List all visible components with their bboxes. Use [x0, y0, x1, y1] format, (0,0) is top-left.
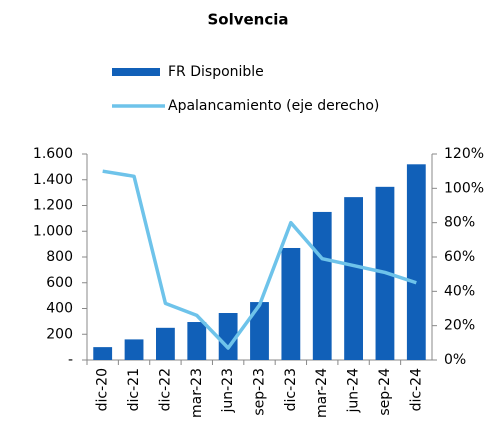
y-tick-label: 1.200 — [33, 198, 73, 214]
x-tick-label: jun-24 — [346, 368, 362, 414]
x-tick-label: sep-24 — [377, 368, 393, 416]
y2-tick-label: 100% — [444, 180, 484, 196]
y-tick-label: 1.600 — [33, 146, 73, 162]
x-tick-label: dic-24 — [408, 368, 424, 411]
y2-tick-label: 120% — [444, 146, 484, 162]
x-tick-label: dic-20 — [95, 368, 111, 411]
bar — [250, 302, 269, 360]
bar — [187, 322, 207, 360]
legend-label: Apalancamiento (eje derecho) — [168, 98, 379, 114]
y-tick-label: - — [68, 352, 73, 368]
y-tick-label: 1.000 — [33, 223, 73, 239]
x-tick-label: sep-23 — [252, 368, 268, 416]
bar — [124, 339, 144, 360]
legend-label: FR Disponible — [168, 64, 264, 80]
y2-tick-label: 60% — [444, 249, 475, 265]
y-tick-label: 400 — [46, 301, 73, 317]
bar — [93, 347, 113, 360]
chart-title: Solvencia — [207, 11, 288, 29]
y2-tick-label: 40% — [444, 283, 475, 299]
y2-tick-label: 20% — [444, 318, 475, 334]
bar — [281, 247, 301, 360]
x-tick-label: jun-23 — [220, 368, 236, 414]
bar — [156, 327, 175, 360]
y-tick-label: 800 — [46, 249, 73, 265]
bar — [344, 197, 363, 360]
bar — [406, 164, 426, 360]
x-tick-label: dic-22 — [157, 368, 173, 411]
y-tick-label: 1.400 — [33, 172, 73, 188]
x-tick-label: mar-23 — [189, 368, 205, 418]
y2-tick-label: 0% — [444, 352, 466, 368]
y-tick-label: 600 — [46, 275, 73, 291]
bar — [218, 313, 238, 360]
x-tick-label: mar-24 — [314, 368, 330, 418]
y2-tick-label: 80% — [444, 215, 475, 231]
x-tick-label: dic-21 — [126, 368, 142, 411]
y-tick-label: 200 — [46, 326, 73, 342]
bar — [312, 211, 332, 360]
line — [102, 169, 417, 350]
legend-swatch — [112, 68, 160, 76]
x-tick-label: dic-23 — [283, 368, 299, 411]
